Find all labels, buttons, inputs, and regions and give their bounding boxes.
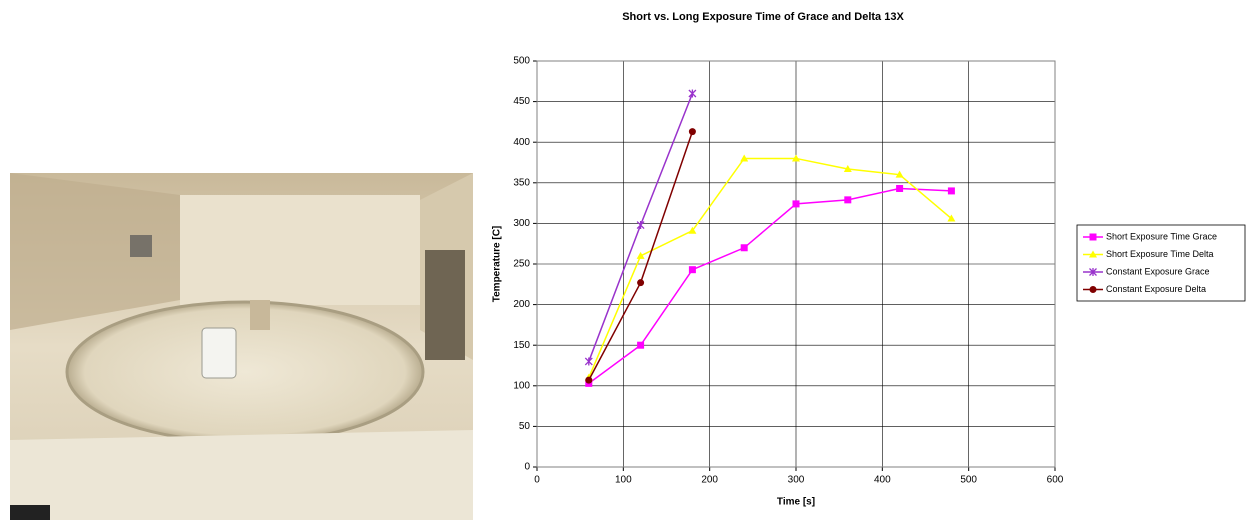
x-tick-label: 0 (534, 475, 540, 486)
x-tick-label: 400 (874, 475, 891, 486)
marker (688, 89, 697, 98)
photo (10, 173, 473, 520)
marker (585, 376, 593, 384)
chart-title: Short vs. Long Exposure Time of Grace an… (622, 11, 904, 23)
y-axis-label: Temperature [C] (492, 226, 503, 303)
marker (947, 187, 955, 195)
legend-label: Constant Exposure Delta (1106, 284, 1206, 294)
marker (637, 279, 645, 287)
marker (688, 128, 696, 136)
legend-marker (1089, 286, 1097, 293)
legend-label: Short Exposure Time Delta (1106, 249, 1214, 259)
y-tick-label: 100 (513, 380, 530, 391)
marker (688, 266, 696, 274)
y-tick-label: 450 (513, 96, 530, 107)
legend-label: Short Exposure Time Grace (1106, 231, 1217, 241)
y-tick-label: 500 (513, 56, 530, 67)
marker (895, 170, 904, 178)
x-tick-label: 500 (960, 475, 977, 486)
x-tick-label: 300 (788, 475, 805, 486)
marker (637, 341, 645, 349)
marker (947, 214, 956, 222)
y-tick-label: 200 (513, 299, 530, 310)
legend-label: Constant Exposure Grace (1106, 266, 1210, 276)
marker (688, 226, 697, 234)
legend-marker (1089, 268, 1097, 276)
series-line (588, 187, 952, 384)
x-axis-label: Time [s] (777, 497, 815, 508)
y-tick-label: 400 (513, 137, 530, 148)
legend-marker (1089, 250, 1097, 258)
x-tick-label: 200 (701, 475, 718, 486)
y-tick-label: 300 (513, 218, 530, 229)
marker (740, 244, 748, 252)
marker (844, 196, 852, 204)
marker (584, 357, 593, 366)
y-tick-label: 50 (519, 421, 531, 432)
marker (740, 154, 749, 162)
y-tick-label: 0 (524, 462, 530, 473)
plot-border (536, 60, 1056, 468)
marker (792, 200, 800, 208)
marker (636, 221, 645, 230)
y-tick-label: 350 (513, 177, 530, 188)
series-line (588, 157, 952, 378)
marker (636, 251, 645, 259)
marker (792, 154, 800, 162)
legend-marker (1089, 233, 1097, 241)
marker (843, 164, 852, 172)
x-tick-label: 100 (615, 475, 632, 486)
y-tick-label: 250 (513, 259, 530, 270)
y-tick-label: 150 (513, 340, 530, 351)
x-tick-label: 600 (1047, 475, 1064, 486)
marker (896, 184, 904, 192)
legend-box (1076, 224, 1246, 302)
